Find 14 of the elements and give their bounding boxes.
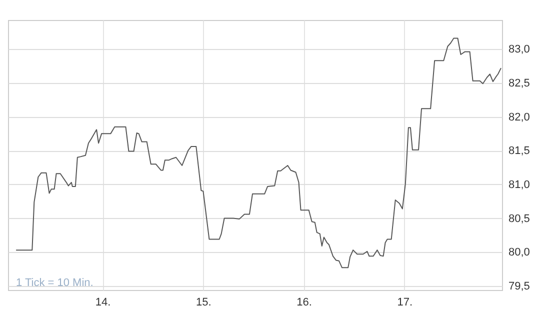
y-tick-label: 80,0 bbox=[508, 246, 530, 259]
y-tick-label: 81,0 bbox=[508, 178, 530, 191]
annotation: 1 Tick = 10 Min. bbox=[16, 277, 94, 289]
x-tick-label: 14. bbox=[95, 296, 111, 308]
y-tick-label: 82,5 bbox=[508, 77, 530, 90]
y-tick-label: 79,5 bbox=[508, 280, 530, 292]
y-tick-label: 82,0 bbox=[508, 111, 530, 124]
y-tick-label: 83,0 bbox=[508, 44, 530, 56]
y-tick-label: 80,5 bbox=[508, 212, 530, 225]
x-tick-label: 17. bbox=[397, 296, 413, 308]
x-tick-label: 15. bbox=[196, 296, 212, 308]
line-series bbox=[16, 38, 502, 268]
y-tick-label: 81,5 bbox=[508, 145, 530, 158]
x-tick-label: 16. bbox=[296, 296, 312, 308]
